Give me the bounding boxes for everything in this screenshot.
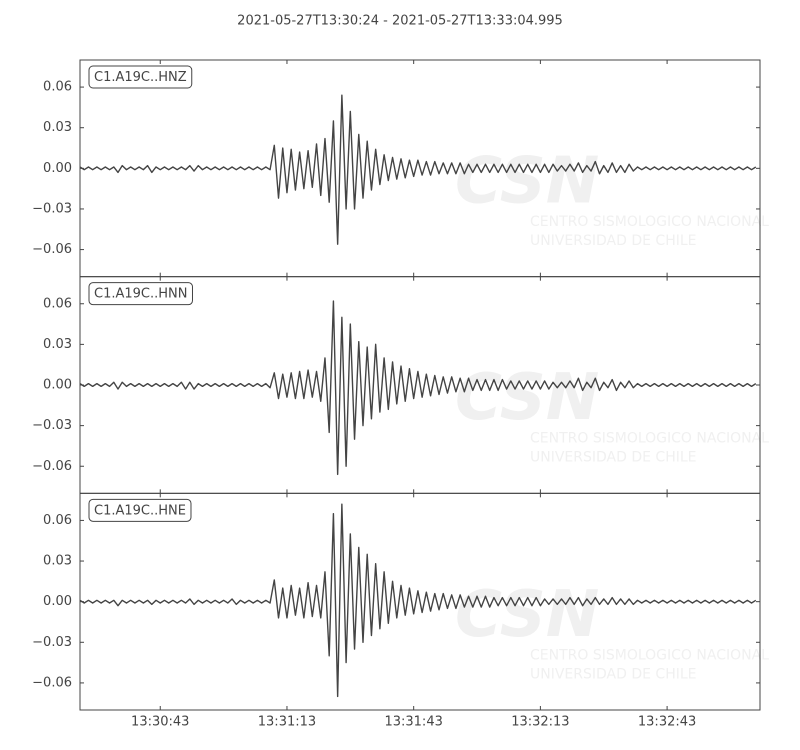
x-tick-label: 13:31:13 <box>258 715 316 730</box>
y-tick-label: −0.03 <box>32 201 72 216</box>
y-tick-label: 0.06 <box>43 80 72 95</box>
y-tick-label: 0.00 <box>43 594 72 609</box>
watermark: CENTRO SISMOLOGICO NACIONAL <box>530 431 769 447</box>
y-tick-label: −0.03 <box>32 635 72 650</box>
y-tick-label: 0.06 <box>43 513 72 528</box>
watermark: CSN <box>455 578 599 652</box>
trace-label: C1.A19C..HNZ <box>94 70 187 85</box>
panel-frame <box>79 492 761 711</box>
watermark: CENTRO SISMOLOGICO NACIONAL <box>530 214 769 230</box>
watermark: CSN <box>455 145 599 219</box>
x-tick-label: 13:31:43 <box>384 715 442 730</box>
watermark: CSN <box>455 361 599 435</box>
y-tick-label: 0.03 <box>43 120 72 135</box>
trace-label-box <box>88 282 193 306</box>
y-tick-label: −0.03 <box>32 418 72 433</box>
watermark: UNIVERSIDAD DE CHILE <box>530 233 697 249</box>
waveform <box>79 94 757 245</box>
trace-label: C1.A19C..HNN <box>94 287 187 302</box>
waveform <box>79 300 757 476</box>
y-tick-label: 0.03 <box>43 337 72 352</box>
watermark: UNIVERSIDAD DE CHILE <box>530 666 697 682</box>
waveform <box>79 503 757 698</box>
watermark: UNIVERSIDAD DE CHILE <box>530 450 697 466</box>
x-tick-label: 13:30:43 <box>131 715 189 730</box>
y-tick-label: −0.06 <box>32 459 72 474</box>
y-tick-label: 0.00 <box>43 378 72 393</box>
x-tick-label: 13:32:43 <box>638 715 696 730</box>
trace-label-box <box>88 65 193 89</box>
watermark: CENTRO SISMOLOGICO NACIONAL <box>530 647 769 663</box>
x-tick-label: 13:32:13 <box>511 715 569 730</box>
y-tick-label: −0.06 <box>32 242 72 257</box>
trace-label-box <box>88 498 192 522</box>
y-tick-label: 0.03 <box>43 554 72 569</box>
y-tick-label: −0.06 <box>32 675 72 690</box>
y-tick-label: 0.00 <box>43 161 72 176</box>
y-tick-label: 0.06 <box>43 296 72 311</box>
trace-label: C1.A19C..HNE <box>94 503 186 518</box>
figure-title: 2021-05-27T13:30:24 - 2021-05-27T13:33:0… <box>237 14 563 29</box>
